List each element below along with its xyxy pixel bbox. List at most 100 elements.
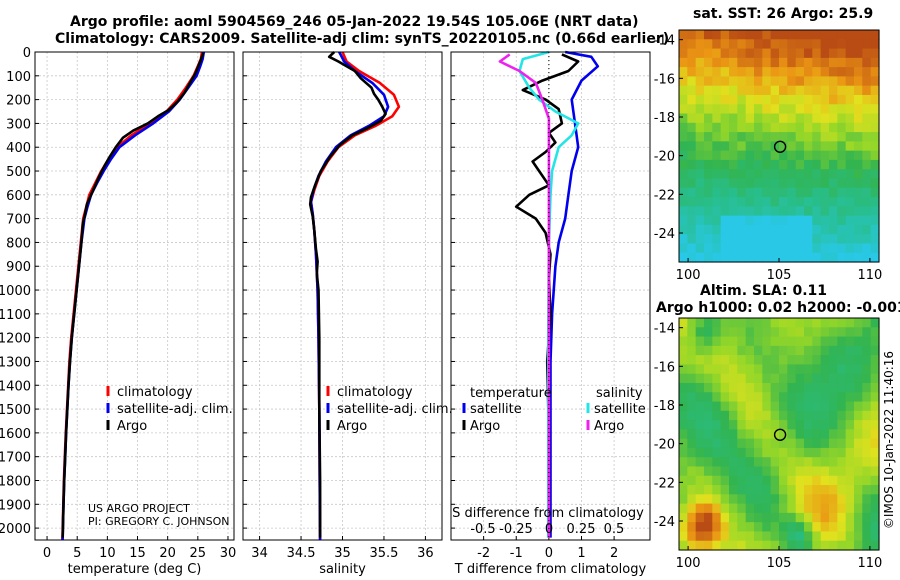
sst-map-cell [870,252,880,263]
sst-map-cell [787,178,797,189]
sst-map-cell [720,76,730,87]
sla-map-cell [787,512,797,523]
sst-map-cell [762,122,772,133]
sla-map-cell [687,540,697,551]
sst-map-cell [695,215,705,226]
sla-map-cell [729,512,738,523]
sla-map-cell [712,355,722,365]
sla-map-cell [812,327,822,338]
sla-map-cell [829,373,838,384]
sla-map-cell [854,410,863,421]
sla-map-cell [754,401,763,412]
sst-map-cell [787,39,797,50]
sst-map-cell [704,197,713,207]
sst-map-cell [729,48,738,59]
sst-map-cell [762,187,772,198]
sst-map-cell [687,48,697,59]
sst-map-cell [729,141,738,152]
sla-map-cell [720,429,730,440]
sst-map-cell [854,67,863,77]
sst-map-cell [745,169,755,180]
sst-map-cell [795,132,805,142]
sla-map-cell [804,336,813,347]
sst-map-cell [737,215,747,226]
sla-map-cell [679,475,688,486]
sst-map-cell [679,57,688,68]
salinity-series-argo [308,51,387,538]
sst-map-cell [837,57,847,68]
sla-map-cell [837,494,847,505]
sla-map-cell [720,355,730,365]
sla-map-cell [679,382,688,393]
sla-map-cell [704,531,713,542]
sst-map-cell [745,187,755,198]
sla-map-cell [754,438,763,449]
sla-map-cell [829,355,838,365]
sst-map-cell [720,150,730,161]
sla-map-cell [862,420,872,430]
sla-map-cell [679,447,688,458]
sst-map-cell [812,76,822,87]
pressure-tick-label: 2000 [0,522,31,537]
sst-map-cell [820,206,830,217]
sst-map-cell [837,197,847,207]
sla-map-cell [737,447,747,458]
sst-map-cell [762,178,772,189]
sla-map-cell [737,475,747,486]
sla-map-cell [762,522,772,533]
sla-map-cell [695,503,705,514]
sla-map-cell [729,373,738,384]
sla-map-cell [695,327,705,338]
sla-map-cell [862,512,872,523]
sla-map-cell [729,494,738,505]
sla-map-cell [770,355,780,365]
sst-map-cell [720,197,730,207]
sla-map-cell [679,485,688,495]
sst-map-cell [712,178,722,189]
sst-map-cell [812,178,822,189]
sla-map-cell [737,364,747,375]
sst-map-cell [779,159,788,170]
legend-label-climatology: climatology [337,385,413,400]
sla-map-cell [754,475,763,486]
sst-map-cell [862,224,872,235]
difference-xlabel-salinity: S difference from climatology [452,506,644,521]
sst-map-cell [720,113,730,124]
sst-map-cell [729,252,738,263]
legend-label-temp-1: Argo [470,419,500,434]
sla-map-cell [679,420,688,430]
sst-map-cell [679,113,688,124]
sla-map-cell [870,382,880,393]
sst-map-cell [870,85,880,96]
sst-map-cell [754,39,763,50]
sla-map-cell [804,457,813,468]
sla-map-cell [770,447,780,458]
sst-map-cell [679,243,688,254]
sst-map-cell [795,159,805,170]
temperature-xtick-label: 30 [220,546,237,561]
sst-map-cell [737,104,747,115]
sst-map-cell [695,122,705,133]
sst-map-cell [679,132,688,142]
temperature-xtick-label: 15 [129,546,146,561]
sla-map-cell [787,485,797,495]
sst-map-cell [845,224,855,235]
sst-map-cell [745,150,755,161]
sst-map-cell [679,197,688,207]
sla-map-cell [779,485,788,495]
sst-map-cell [754,206,763,217]
sla-map-cell [862,336,872,347]
sla-map-cell [804,540,813,551]
sla-map-cell [712,522,722,533]
sla-map-cell [862,382,872,393]
sla-map-cell [787,410,797,421]
sst-map-cell [745,178,755,189]
pressure-tick-label: 1000 [0,284,31,299]
sla-map-cell [829,429,838,440]
sst-map-cell [770,39,780,50]
sst-map-cell [679,67,688,77]
sla-map-cell [870,373,880,384]
sla-map-cell [770,401,780,412]
sst-map-cell [720,94,730,105]
sst-map-cell [820,94,830,105]
